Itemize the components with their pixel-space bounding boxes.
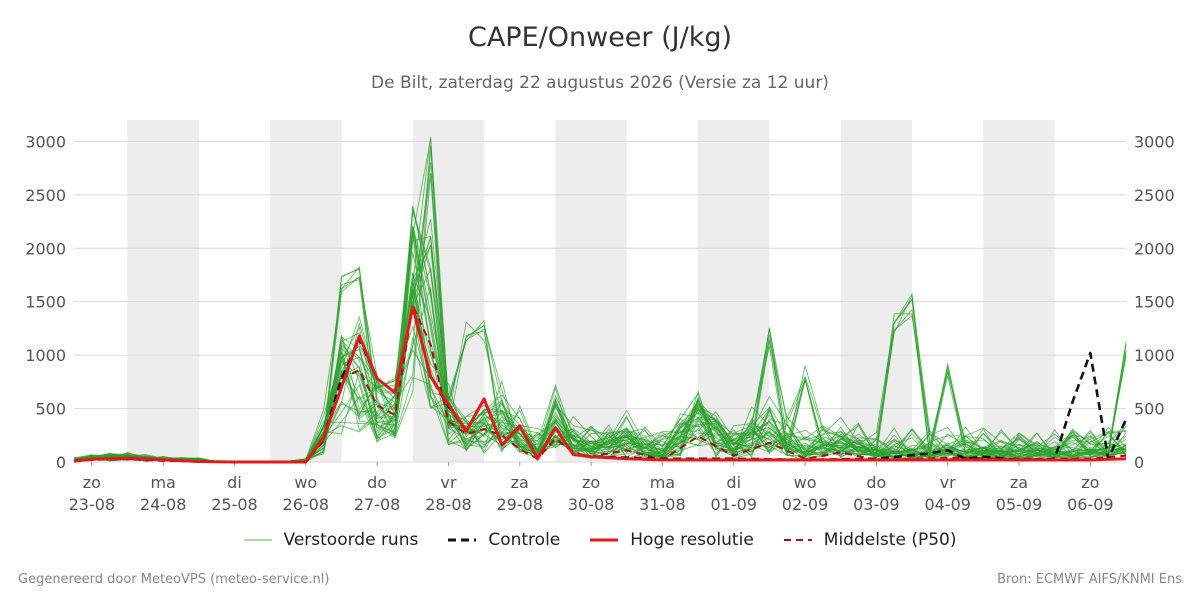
y-tick-label-left: 3000 — [25, 132, 66, 151]
legend-label-control: Controle — [488, 530, 561, 550]
day-band — [840, 120, 913, 462]
y-tick-label-left: 2000 — [25, 239, 66, 258]
legend-swatch-control — [448, 538, 477, 542]
legend-item-median: Middelste (P50) — [783, 530, 957, 550]
x-tick-day: wo — [794, 473, 817, 492]
legend-label-median: Middelste (P50) — [823, 530, 957, 550]
y-tick-label-right: 2000 — [1134, 239, 1175, 258]
x-tick-day: zo — [1081, 473, 1099, 492]
legend-swatch-hres — [590, 538, 619, 542]
x-tick-day: za — [1010, 473, 1028, 492]
y-tick-label-right: 500 — [1134, 400, 1165, 419]
y-tick-label-right: 2500 — [1134, 186, 1175, 205]
y-tick-label-right: 3000 — [1134, 132, 1175, 151]
day-band — [127, 120, 199, 462]
y-tick-label-left: 0 — [56, 453, 66, 472]
x-tick-day: za — [511, 473, 529, 492]
legend-label-ensemble: Verstoorde runs — [283, 530, 419, 550]
x-tick-date: 04-09 — [924, 495, 971, 514]
x-tick-date: 29-08 — [497, 495, 544, 514]
chart-title: CAPE/Onweer (J/kg) — [467, 22, 732, 53]
x-tick-day: zo — [83, 473, 101, 492]
x-tick-date: 02-09 — [782, 495, 829, 514]
legend-item-ensemble: Verstoorde runs — [243, 530, 419, 550]
legend-item-hres: Hoge resolutie — [590, 530, 754, 550]
x-tick-day: ma — [150, 473, 175, 492]
y-tick-label-left: 1000 — [25, 346, 66, 365]
x-tick-day: do — [367, 473, 387, 492]
legend-label-hres: Hoge resolutie — [630, 530, 754, 550]
x-tick-date: 31-08 — [639, 495, 686, 514]
x-tick-day: vr — [940, 473, 956, 492]
x-tick-date: 05-09 — [996, 495, 1043, 514]
x-tick-date: 06-09 — [1067, 495, 1114, 514]
x-tick-day: di — [726, 473, 741, 492]
y-tick-label-left: 500 — [35, 400, 66, 419]
x-tick-date: 27-08 — [354, 495, 401, 514]
footer-source: Bron: ECMWF AIFS/KNMI Ens — [997, 572, 1182, 587]
y-tick-label-left: 1500 — [25, 293, 66, 312]
x-tick-day: di — [227, 473, 242, 492]
x-tick-date: 30-08 — [568, 495, 615, 514]
x-tick-date: 26-08 — [283, 495, 330, 514]
x-tick-date: 25-08 — [211, 495, 258, 514]
x-tick-date: 24-08 — [140, 495, 187, 514]
x-tick-date: 23-08 — [69, 495, 116, 514]
hres-line — [73, 305, 1127, 464]
x-tick-day: wo — [294, 473, 317, 492]
y-tick-label-right: 1500 — [1134, 293, 1175, 312]
x-tick-day: ma — [650, 473, 675, 492]
legend-swatch-ensemble — [243, 539, 272, 541]
day-band — [983, 120, 1055, 462]
x-tick-date: 03-09 — [853, 495, 900, 514]
y-tick-label-right: 1000 — [1134, 346, 1175, 365]
y-tick-label-right: 0 — [1134, 453, 1144, 472]
day-band — [555, 120, 627, 462]
legend-swatch-median — [783, 539, 812, 541]
day-band — [698, 120, 770, 462]
x-tick-date: 28-08 — [425, 495, 472, 514]
y-tick-label-left: 2500 — [25, 186, 66, 205]
footer-credit: Gegenereerd door MeteoVPS (meteo-service… — [18, 572, 330, 587]
x-tick-day: vr — [440, 473, 456, 492]
x-tick-date: 01-09 — [710, 495, 757, 514]
x-tick-day: zo — [582, 473, 600, 492]
chart-legend: Verstoorde runs Controle Hoge resolutie … — [0, 530, 1200, 550]
x-tick-day: do — [866, 473, 886, 492]
chart-subtitle: De Bilt, zaterdag 22 augustus 2026 (Vers… — [371, 73, 829, 93]
legend-item-control: Controle — [448, 530, 560, 550]
